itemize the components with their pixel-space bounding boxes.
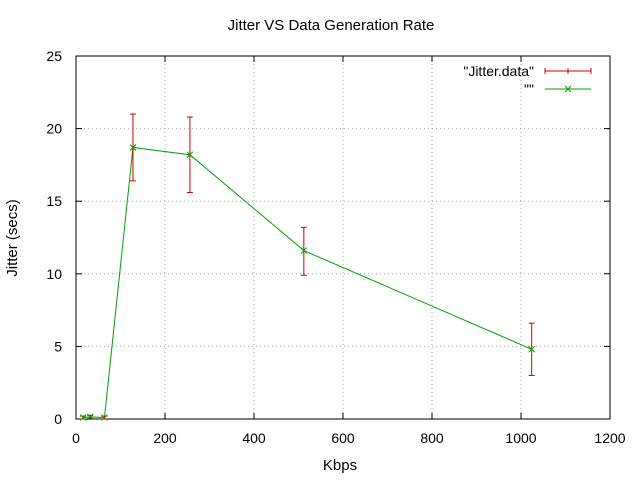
error-bar	[300, 226, 307, 276]
data-point	[79, 414, 87, 421]
x-tick-label: 0	[72, 430, 80, 446]
data-point	[129, 144, 137, 151]
series-layer	[79, 113, 536, 421]
y-tick-label: 0	[54, 411, 62, 427]
data-point	[300, 247, 308, 254]
x-tick-label: 1200	[594, 430, 625, 446]
grid	[76, 56, 610, 419]
x-axis-label: Kbps	[323, 457, 357, 474]
legend: "Jitter.data" ""	[463, 63, 592, 97]
data-point	[528, 345, 536, 353]
data-point	[186, 151, 194, 159]
y-tick-label: 10	[46, 266, 62, 282]
y-tick-label: 20	[46, 121, 62, 137]
x-tick-label: 1000	[505, 430, 536, 446]
series-line	[83, 146, 532, 419]
data-point	[86, 413, 94, 421]
data-point	[101, 414, 108, 421]
y-axis-label: Jitter (secs)	[4, 199, 21, 277]
legend-label-errorbars: "Jitter.data"	[463, 63, 534, 79]
x-tick-label: 200	[153, 430, 177, 446]
legend-label-line: ""	[524, 81, 534, 97]
x-tick-label: 800	[420, 430, 444, 446]
x-tick-label: 600	[331, 430, 355, 446]
y-tick-label: 5	[54, 338, 62, 354]
y-tick-label: 15	[46, 193, 62, 209]
x-tick-label: 400	[242, 430, 266, 446]
y-tick-label: 25	[46, 48, 62, 64]
chart-title: Jitter VS Data Generation Rate	[228, 17, 435, 34]
ticks: 0 200 400 600 800 1000 1200 0 5 10 15 20 25	[46, 48, 625, 446]
legend-swatch-marker	[564, 85, 572, 93]
